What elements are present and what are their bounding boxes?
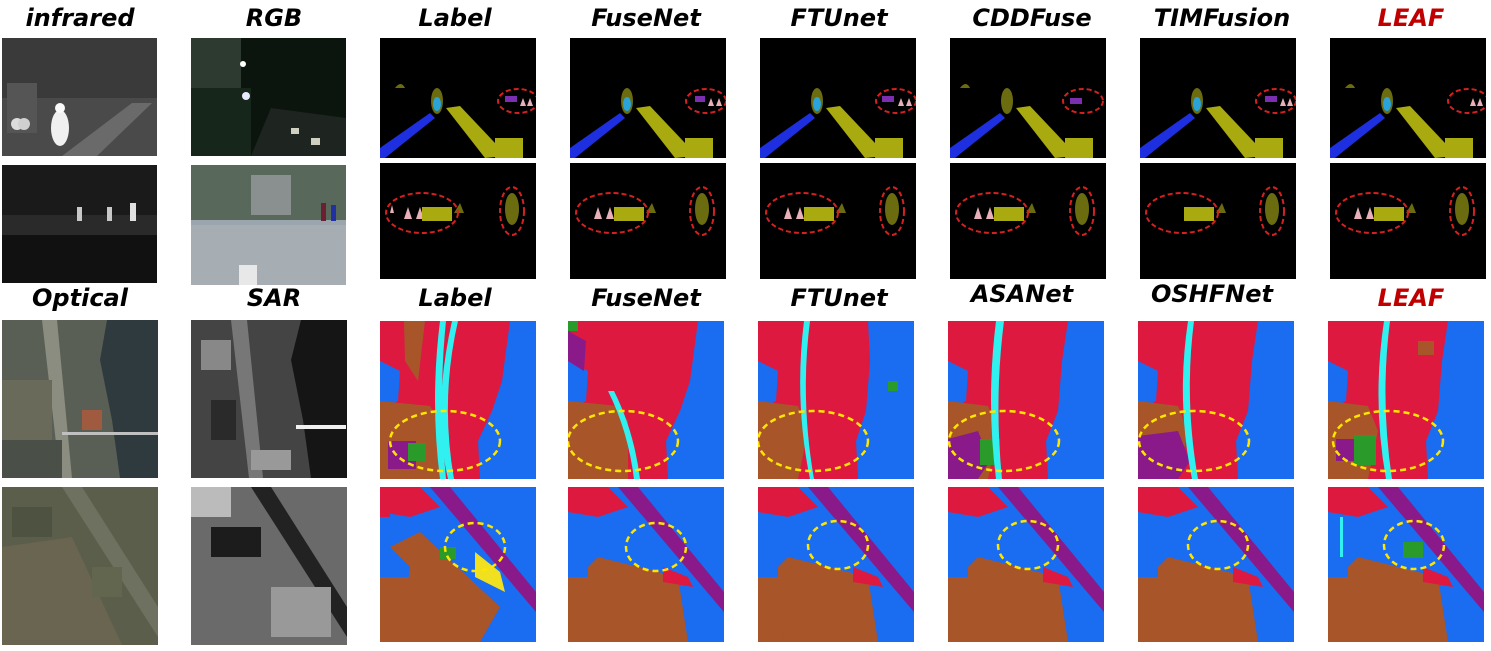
infrared-image	[2, 38, 157, 156]
header-rgb: RGB	[245, 4, 303, 32]
optical-image	[2, 320, 158, 478]
header-infrared: infrared	[25, 4, 135, 32]
header-optical: Optical	[32, 284, 128, 312]
header-timfusion: TIMFusion	[1153, 4, 1291, 32]
rgb-image	[191, 165, 346, 285]
header-ftunet: FTUnet	[790, 4, 888, 32]
header-label: Label	[418, 4, 492, 32]
header-sar: SAR	[246, 284, 302, 312]
sar-image	[191, 320, 347, 478]
header-fusenet: FuseNet	[591, 284, 701, 312]
oshfnet-seg	[1138, 321, 1294, 479]
header-cddfuse: CDDFuse	[972, 4, 1092, 32]
header-oshfnet: OSHFNet	[1150, 280, 1273, 308]
cddfuse-seg	[950, 38, 1106, 158]
ftunet-seg	[760, 163, 916, 279]
timfusion-seg	[1140, 38, 1296, 158]
leaf-seg	[1330, 163, 1486, 279]
sar-image	[191, 487, 347, 645]
oshfnet-seg	[1138, 487, 1294, 642]
rgb-image	[191, 38, 346, 156]
cddfuse-seg	[950, 163, 1106, 279]
header-fusenet: FuseNet	[591, 4, 701, 32]
fusenet-seg	[570, 163, 726, 279]
timfusion-seg	[1140, 163, 1296, 279]
ftunet-seg	[760, 38, 916, 158]
header-asanet: ASANet	[970, 280, 1074, 308]
leaf-seg	[1328, 487, 1484, 642]
infrared-image	[2, 165, 157, 283]
header-ftunet: FTUnet	[790, 284, 888, 312]
ftunet-seg	[758, 321, 914, 479]
label-seg	[380, 38, 536, 158]
fusenet-seg	[568, 321, 724, 479]
header-label: Label	[418, 284, 492, 312]
optical-image	[2, 487, 158, 645]
label-seg	[380, 321, 536, 479]
header-leaf: LEAF	[1377, 284, 1445, 312]
asanet-seg	[948, 321, 1104, 479]
ftunet-seg	[758, 487, 914, 642]
label-seg	[380, 487, 536, 642]
label-seg	[380, 163, 536, 279]
leaf-seg	[1330, 38, 1486, 158]
header-leaf: LEAF	[1377, 4, 1445, 32]
asanet-seg	[948, 487, 1104, 642]
fusenet-seg	[568, 487, 724, 642]
fusenet-seg	[570, 38, 726, 158]
leaf-seg	[1328, 321, 1484, 479]
